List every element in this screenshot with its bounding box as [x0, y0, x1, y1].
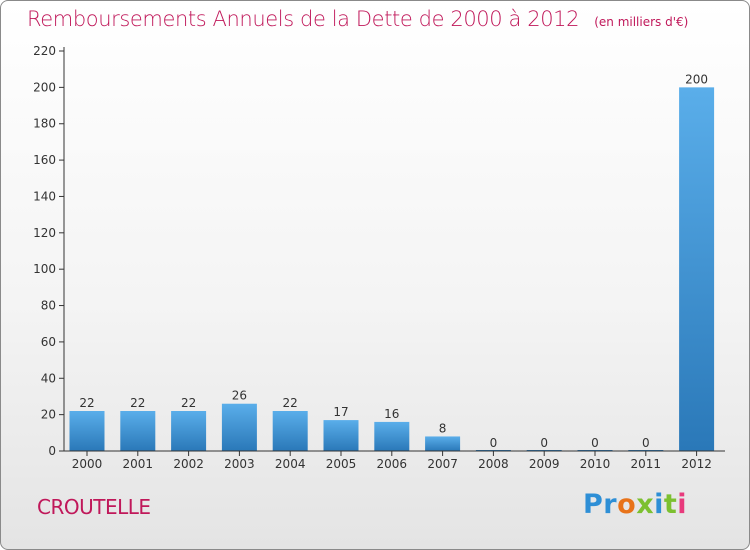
bar-2005 [323, 420, 359, 451]
x-tick-label: 2010 [580, 457, 611, 471]
x-tick-label: 2008 [478, 457, 509, 471]
y-axis: 0 20 40 60 80 100 120 140 160 180 200 220 [33, 44, 65, 458]
x-tick-label: 2011 [631, 457, 662, 471]
x-tick-label: 2002 [173, 457, 204, 471]
y-tick-label: 180 [33, 117, 56, 131]
y-tick-label: 200 [33, 80, 56, 94]
bar-value-label: 17 [333, 405, 348, 419]
y-tick-label: 0 [48, 444, 56, 458]
bar-value-label: 0 [540, 436, 548, 450]
bar-value-label: 26 [232, 389, 247, 403]
x-tick-label: 2005 [326, 457, 357, 471]
logo-letter: r [603, 489, 618, 520]
bar-value-label: 22 [130, 396, 145, 410]
x-tick-label: 2007 [427, 457, 458, 471]
bar-value-label: 0 [591, 436, 599, 450]
bar-value-label: 22 [79, 396, 94, 410]
logo-letter: o [617, 489, 637, 520]
bar-2000 [69, 411, 105, 451]
bar-value-label: 0 [642, 436, 650, 450]
bar-value-label: 200 [685, 72, 708, 86]
bar-2006 [374, 421, 410, 451]
y-tick-label: 120 [33, 226, 56, 240]
logo-letter: i [677, 489, 688, 520]
x-tick-label: 2000 [72, 457, 103, 471]
x-tick-label: 2012 [681, 457, 712, 471]
y-tick-label: 40 [41, 371, 56, 385]
location-label: CROUTELLE [37, 495, 151, 519]
y-tick-label: 160 [33, 153, 56, 167]
bar-value-label: 22 [181, 396, 196, 410]
bar-2002 [171, 411, 207, 451]
x-axis: 2000 2001 2002 2003 2004 2005 2006 2007 2008 2009… [64, 450, 725, 471]
bar-2007 [425, 436, 461, 451]
y-tick-label: 60 [41, 335, 56, 349]
bar-2003 [221, 403, 257, 451]
logo-letter: P [583, 489, 604, 520]
chart-title-text: Remboursements Annuels de la Dette de 20… [27, 7, 580, 31]
logo-letter: t [663, 489, 678, 520]
proxiti-logo[interactable]: Proxiti [583, 489, 687, 520]
bar-2001 [120, 411, 156, 451]
logo-letter: x [636, 489, 655, 520]
y-tick-label: 100 [33, 262, 56, 276]
logo-letter: i [654, 489, 664, 520]
y-tick-label: 220 [33, 44, 56, 58]
bars-group: 22 22 22 26 22 17 16 8 0 0 0 0 200 [69, 72, 715, 451]
x-tick-label: 2009 [529, 457, 560, 471]
bar-2004 [272, 411, 308, 451]
bar-value-label: 8 [439, 421, 447, 435]
bar-value-label: 0 [490, 436, 498, 450]
y-tick-label: 140 [33, 189, 56, 203]
chart-title: Remboursements Annuels de la Dette de 20… [27, 7, 688, 31]
chart-unit-label: (en milliers d'€) [594, 15, 689, 29]
y-tick-label: 80 [41, 299, 56, 313]
x-tick-label: 2003 [224, 457, 255, 471]
y-tick-label: 20 [41, 408, 56, 422]
bar-2012 [679, 87, 715, 451]
x-tick-label: 2006 [377, 457, 408, 471]
x-tick-label: 2001 [123, 457, 154, 471]
bar-value-label: 16 [384, 407, 399, 421]
x-tick-label: 2004 [275, 457, 306, 471]
bar-value-label: 22 [283, 396, 298, 410]
